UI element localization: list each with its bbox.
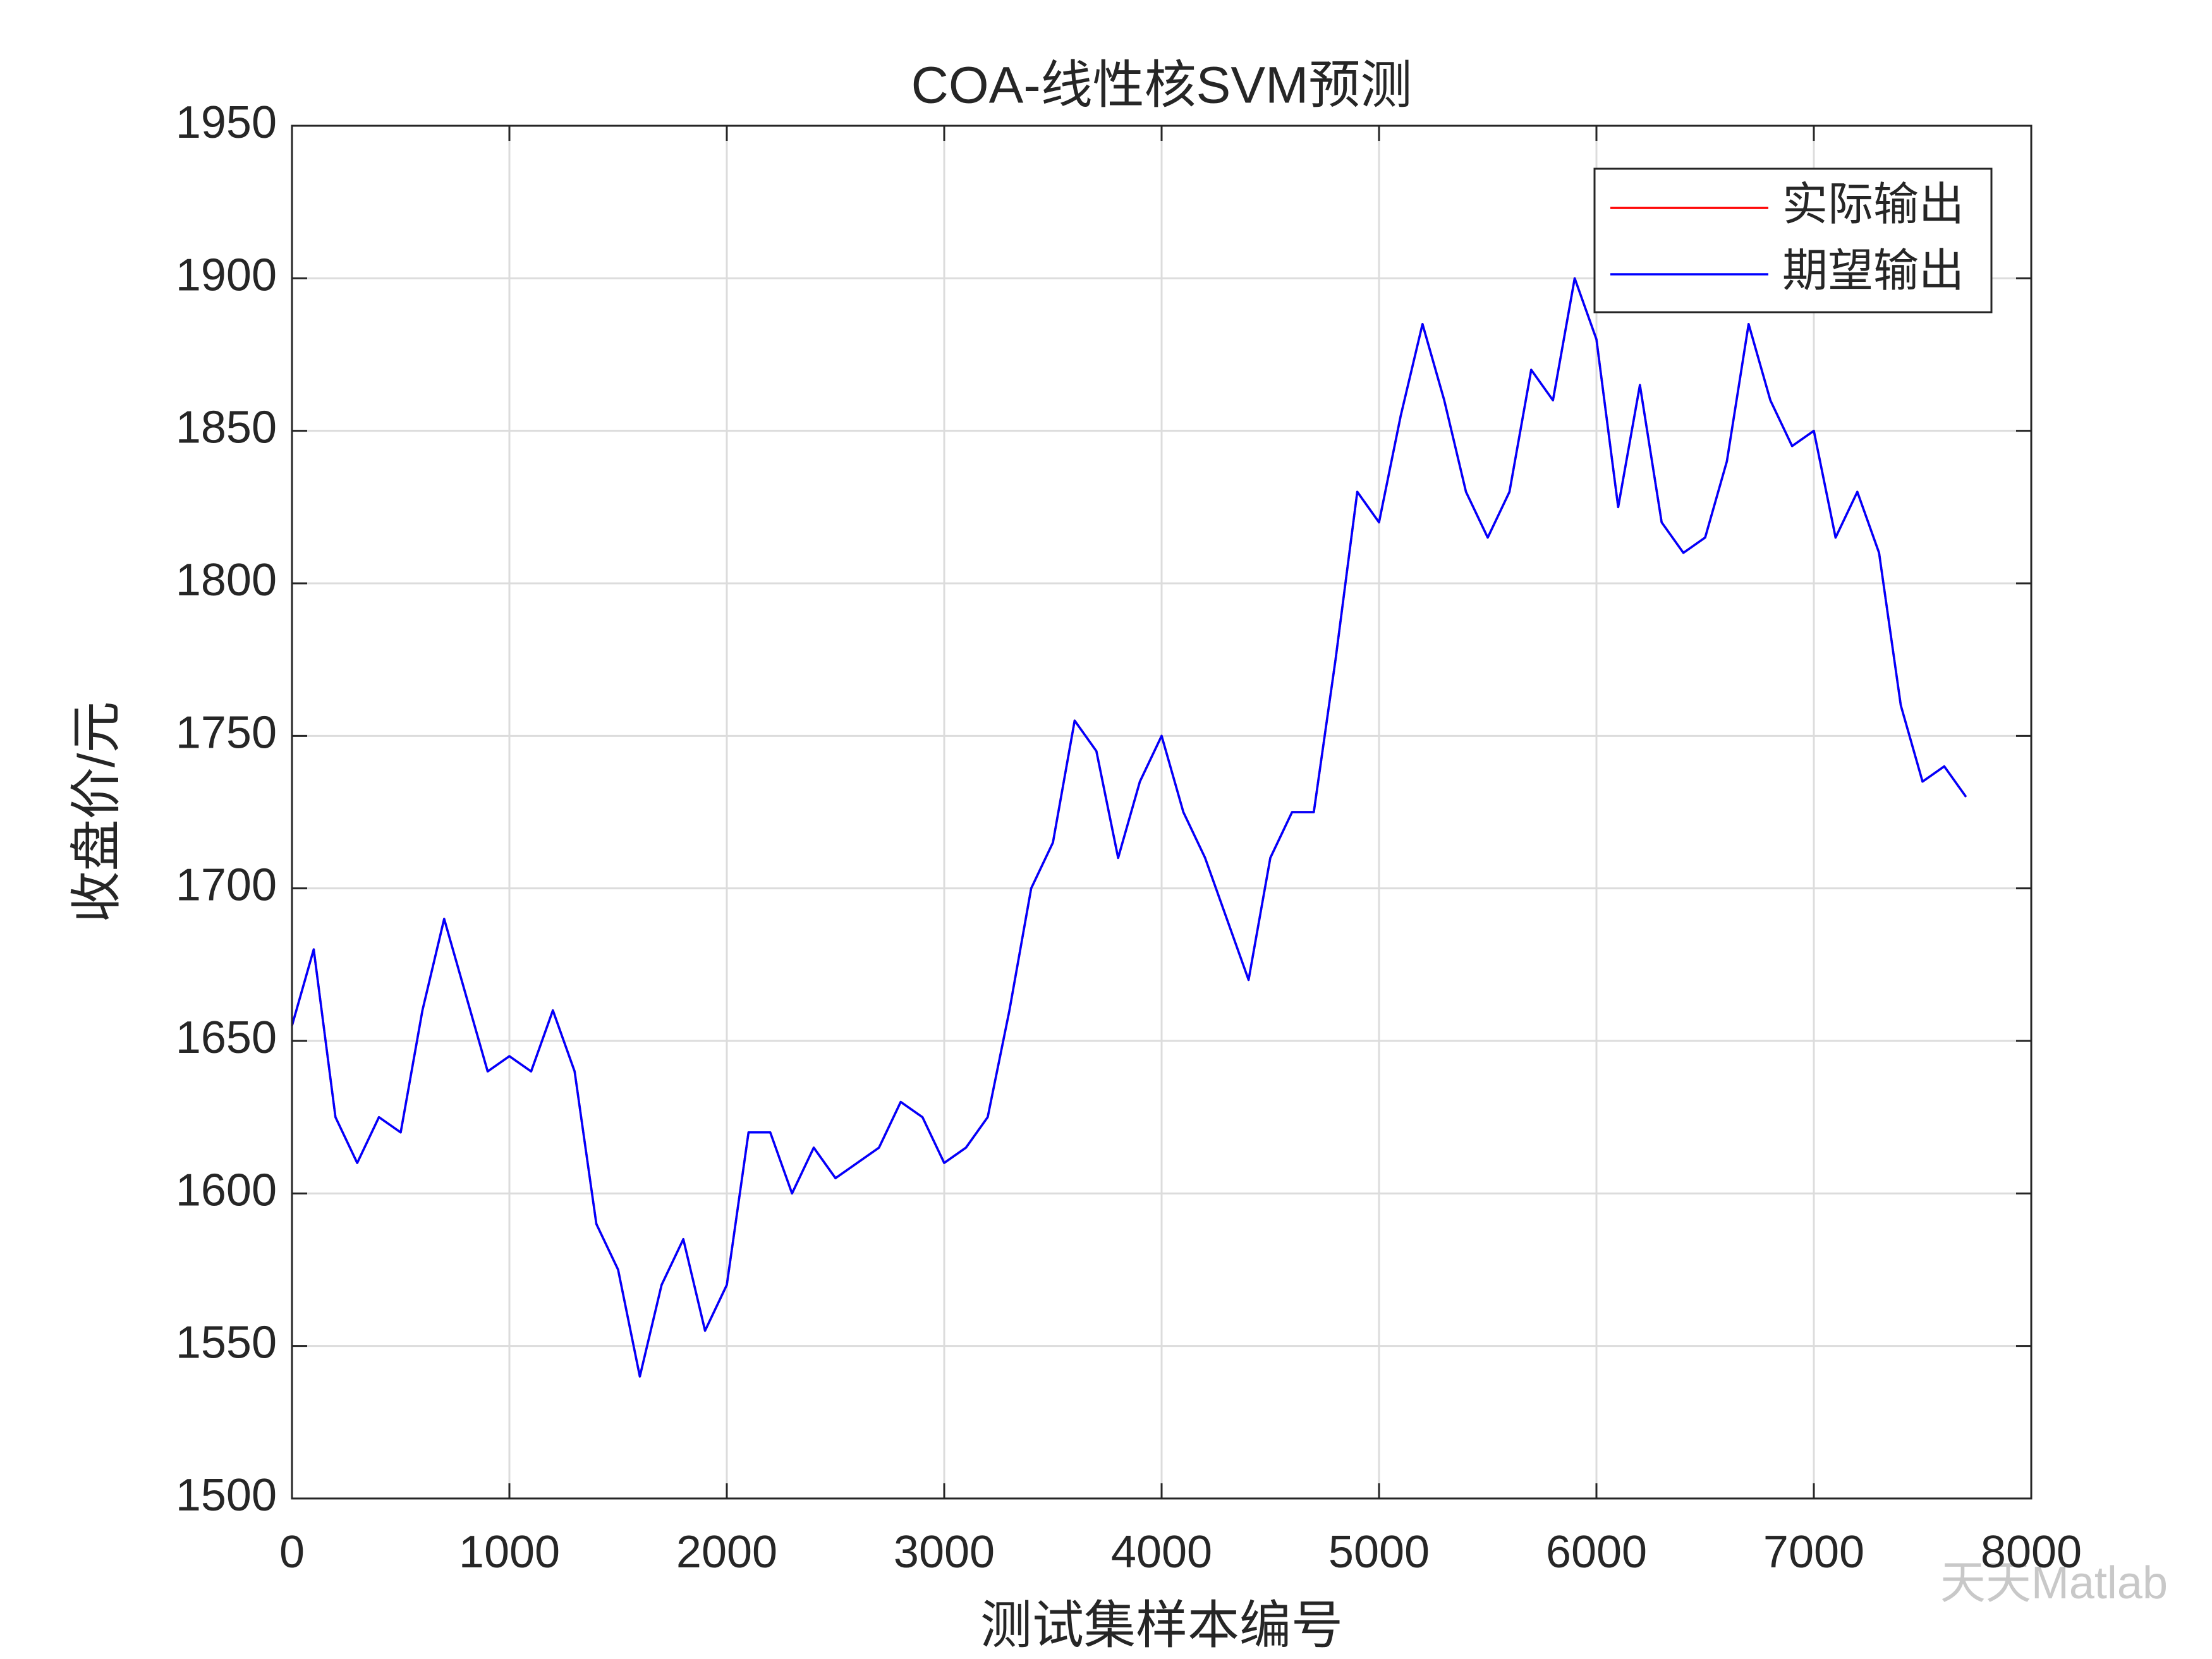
y-tick-label: 1850 (176, 403, 277, 453)
y-tick-label: 1800 (176, 555, 277, 605)
y-tick-label: 1600 (176, 1165, 277, 1215)
watermark: 天天Matlab (1940, 1558, 2168, 1608)
x-tick-label: 0 (279, 1527, 305, 1577)
axes-box (291, 125, 2033, 1500)
y-tick-label: 1500 (176, 1470, 277, 1521)
x-axis-label: 测试集样本编号 (980, 1597, 1343, 1655)
chart-title: COA-线性核SVM预测 (911, 57, 1413, 114)
data-line (291, 277, 1967, 1378)
x-tick-label: 1000 (459, 1527, 560, 1577)
x-tick-label: 5000 (1328, 1527, 1430, 1577)
x-tick-label: 3000 (894, 1527, 995, 1577)
x-tick-label: 2000 (676, 1527, 777, 1577)
y-tick-label: 1550 (176, 1318, 277, 1368)
x-tick-label: 7000 (1763, 1527, 1864, 1577)
data-line (291, 277, 1967, 1378)
y-tick-label: 1650 (176, 1012, 277, 1063)
x-tick-label: 8000 (1981, 1527, 2082, 1577)
legend-label: 期望输出 (1782, 246, 1964, 296)
y-axis-label: 收盘价/元 (68, 702, 126, 923)
x-tick-label: 4000 (1111, 1527, 1212, 1577)
y-tick-label: 1950 (176, 97, 277, 148)
x-tick-label: 6000 (1546, 1527, 1647, 1577)
y-tick-label: 1750 (176, 707, 277, 758)
legend-label: 实际输出 (1782, 179, 1964, 230)
y-tick-label: 1700 (176, 860, 277, 911)
y-tick-label: 1900 (176, 250, 277, 300)
legend-box (1593, 167, 1993, 313)
